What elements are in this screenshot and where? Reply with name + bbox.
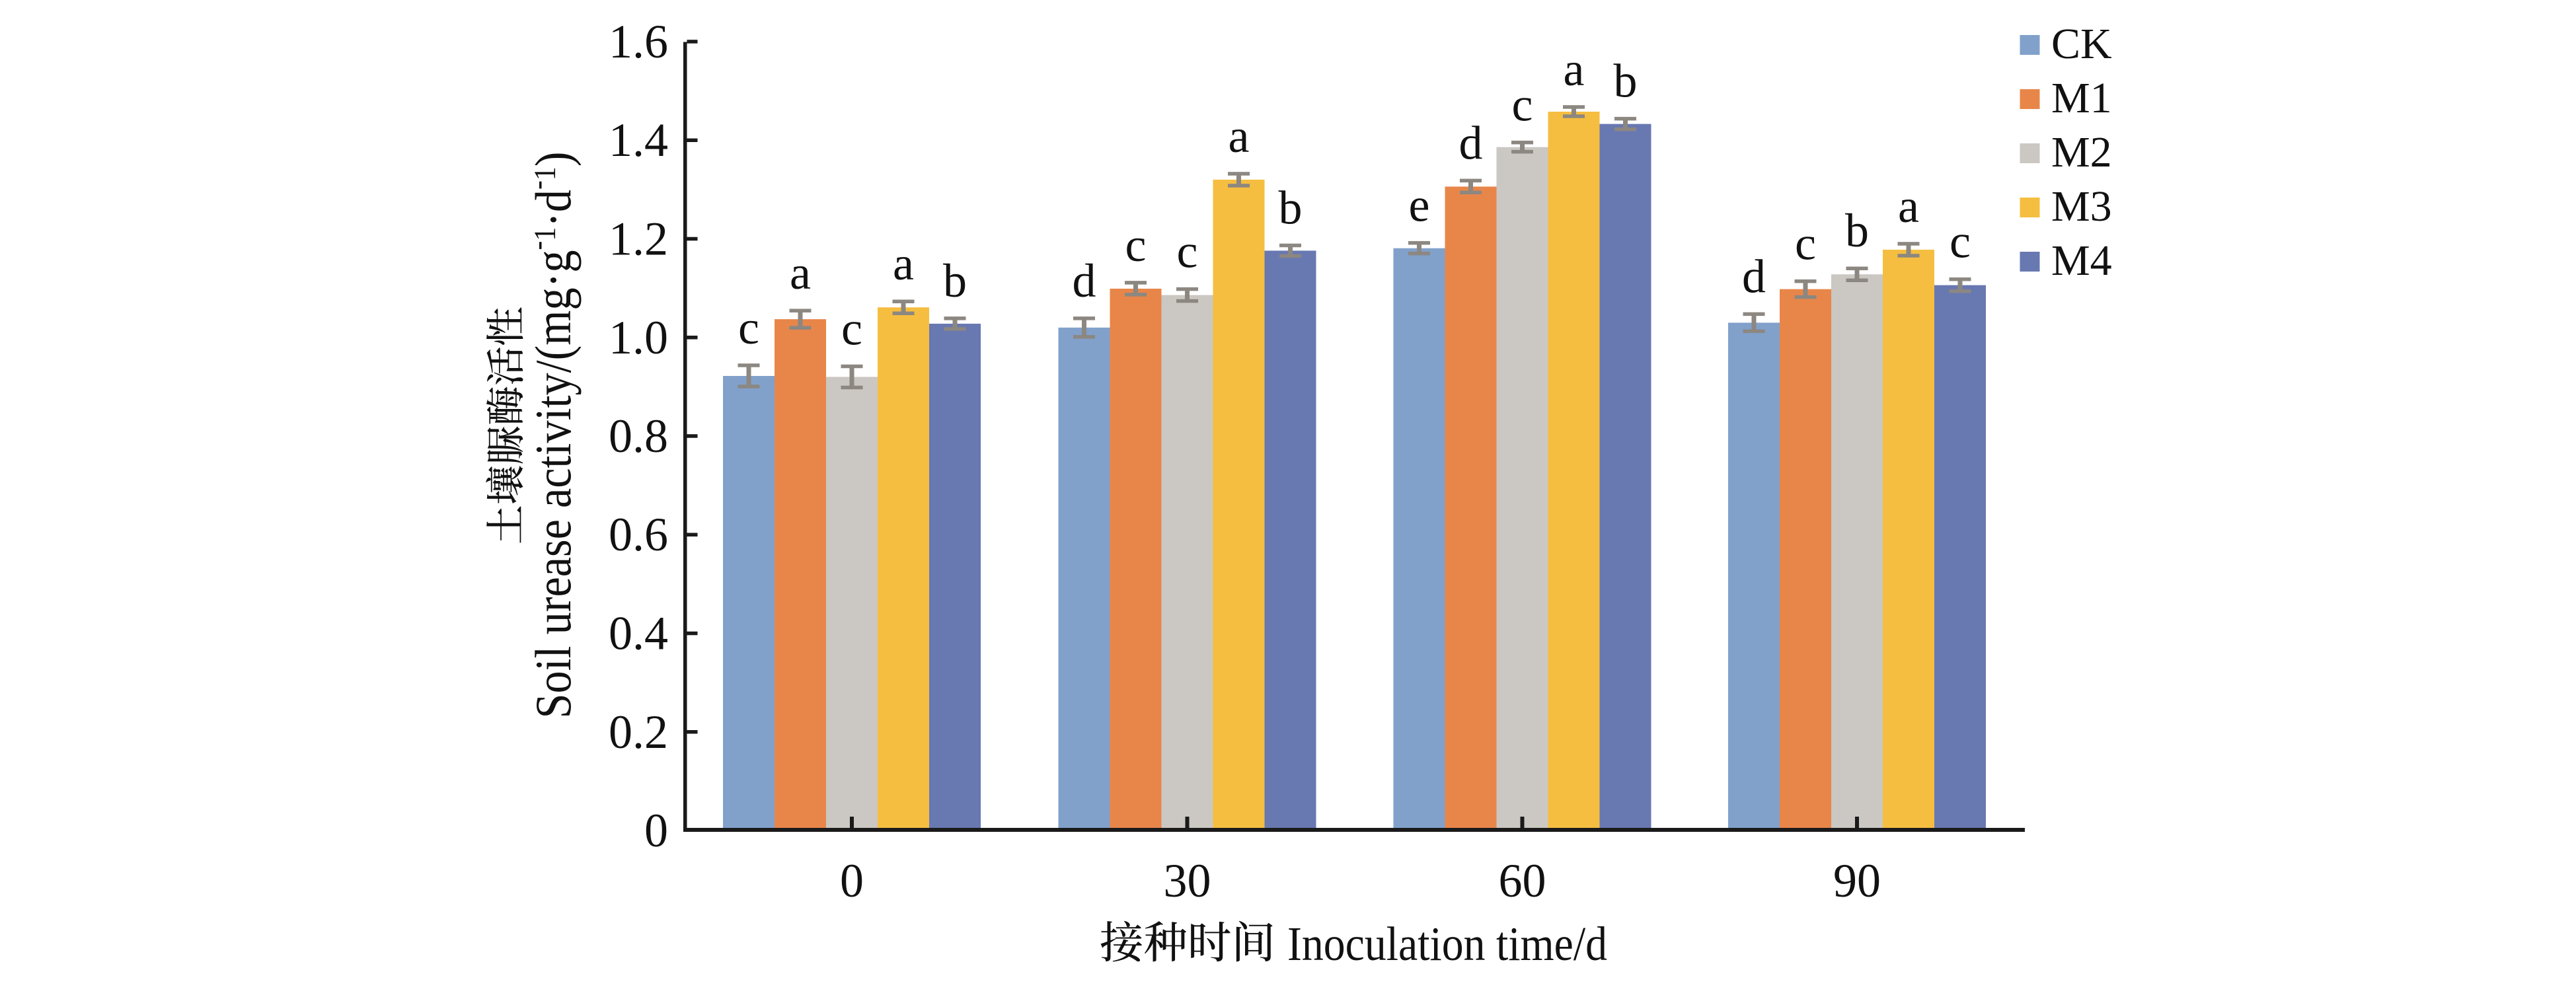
svg-text:90: 90 bbox=[1833, 854, 1881, 907]
svg-text:0.6: 0.6 bbox=[609, 508, 668, 561]
svg-text:30: 30 bbox=[1164, 854, 1211, 907]
svg-text:a: a bbox=[790, 246, 811, 299]
svg-text:0: 0 bbox=[644, 804, 668, 857]
svg-text:c: c bbox=[1177, 225, 1198, 278]
svg-text:c: c bbox=[1795, 217, 1816, 270]
svg-text:1.2: 1.2 bbox=[609, 213, 668, 266]
svg-text:b: b bbox=[943, 254, 967, 307]
svg-text:M2: M2 bbox=[2051, 128, 2112, 176]
svg-text:b: b bbox=[1279, 181, 1303, 234]
svg-text:c: c bbox=[1950, 215, 1971, 268]
svg-text:0.4: 0.4 bbox=[609, 607, 668, 660]
svg-text:c: c bbox=[738, 301, 759, 354]
svg-text:0: 0 bbox=[840, 854, 864, 907]
svg-text:60: 60 bbox=[1499, 854, 1546, 907]
svg-text:a: a bbox=[1898, 180, 1919, 233]
svg-text:1.0: 1.0 bbox=[609, 311, 668, 364]
svg-text:M4: M4 bbox=[2051, 237, 2112, 285]
svg-text:M1: M1 bbox=[2051, 74, 2112, 122]
svg-text:0.2: 0.2 bbox=[609, 706, 668, 758]
svg-text:M3: M3 bbox=[2051, 182, 2112, 231]
svg-text:e: e bbox=[1409, 179, 1430, 232]
svg-text:a: a bbox=[1564, 43, 1585, 96]
svg-text:d: d bbox=[1073, 254, 1096, 307]
svg-text:d: d bbox=[1742, 250, 1766, 303]
svg-text:CK: CK bbox=[2051, 20, 2112, 68]
svg-text:c: c bbox=[1125, 219, 1147, 272]
svg-text:0.8: 0.8 bbox=[609, 410, 668, 462]
svg-text:1.4: 1.4 bbox=[609, 114, 668, 166]
svg-text:b: b bbox=[1845, 204, 1869, 257]
svg-text:c: c bbox=[1512, 79, 1533, 131]
svg-text:c: c bbox=[841, 302, 862, 355]
svg-text:b: b bbox=[1614, 55, 1638, 108]
svg-text:a: a bbox=[893, 237, 914, 290]
svg-text:1.6: 1.6 bbox=[609, 15, 668, 68]
svg-text:Inoculation time/d: Inoculation time/d bbox=[1287, 917, 1607, 971]
svg-text:d: d bbox=[1459, 116, 1483, 169]
svg-text:a: a bbox=[1229, 110, 1250, 163]
